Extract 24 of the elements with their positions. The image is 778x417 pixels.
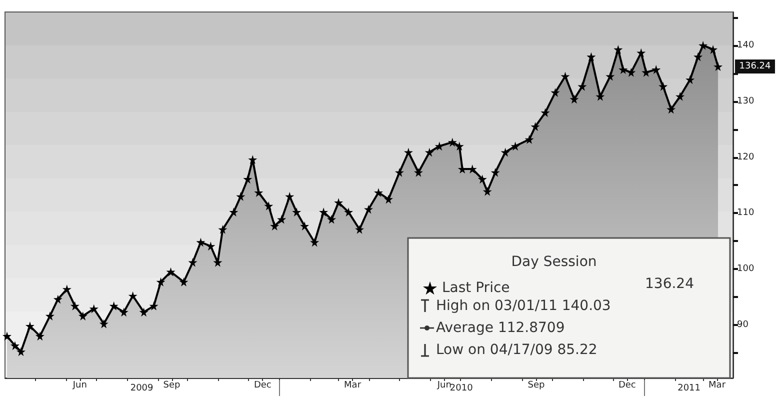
annotation: High on 03/01/11 140.03 (436, 298, 611, 314)
y-tick-label: 100 (737, 264, 754, 274)
x-tick-label: Jun (436, 380, 452, 390)
x-tick-label: Mar (708, 380, 726, 390)
data-label: 136.24 (739, 62, 772, 72)
x2-tick-label: 2010 (450, 384, 474, 394)
text: 136.24 (645, 276, 694, 292)
annotation: Average 112.8709 (436, 320, 565, 336)
y-tick-label: 140 (737, 40, 754, 51)
x-tick-label: Dec (254, 380, 272, 390)
x-tick-label: Sep (163, 380, 181, 390)
x-tick-label: Mar (344, 380, 362, 390)
x-tick-label: Sep (528, 380, 546, 390)
x2-tick-label: 2009 (130, 384, 154, 394)
y-tick-label: 130 (737, 96, 754, 106)
y-tick-label: 110 (737, 208, 754, 218)
y-tick-label: 120 (737, 152, 754, 162)
legend-label: Last Price (442, 280, 510, 296)
annotation: Low on 04/17/09 85.22 (436, 342, 598, 358)
x-tick-label: Dec (618, 380, 636, 390)
legend-title: Day Session (511, 254, 597, 270)
y-tick-label: 90 (737, 320, 749, 330)
x-tick-label: Jun (72, 380, 87, 390)
x2-tick-label: 2011 (678, 384, 701, 394)
